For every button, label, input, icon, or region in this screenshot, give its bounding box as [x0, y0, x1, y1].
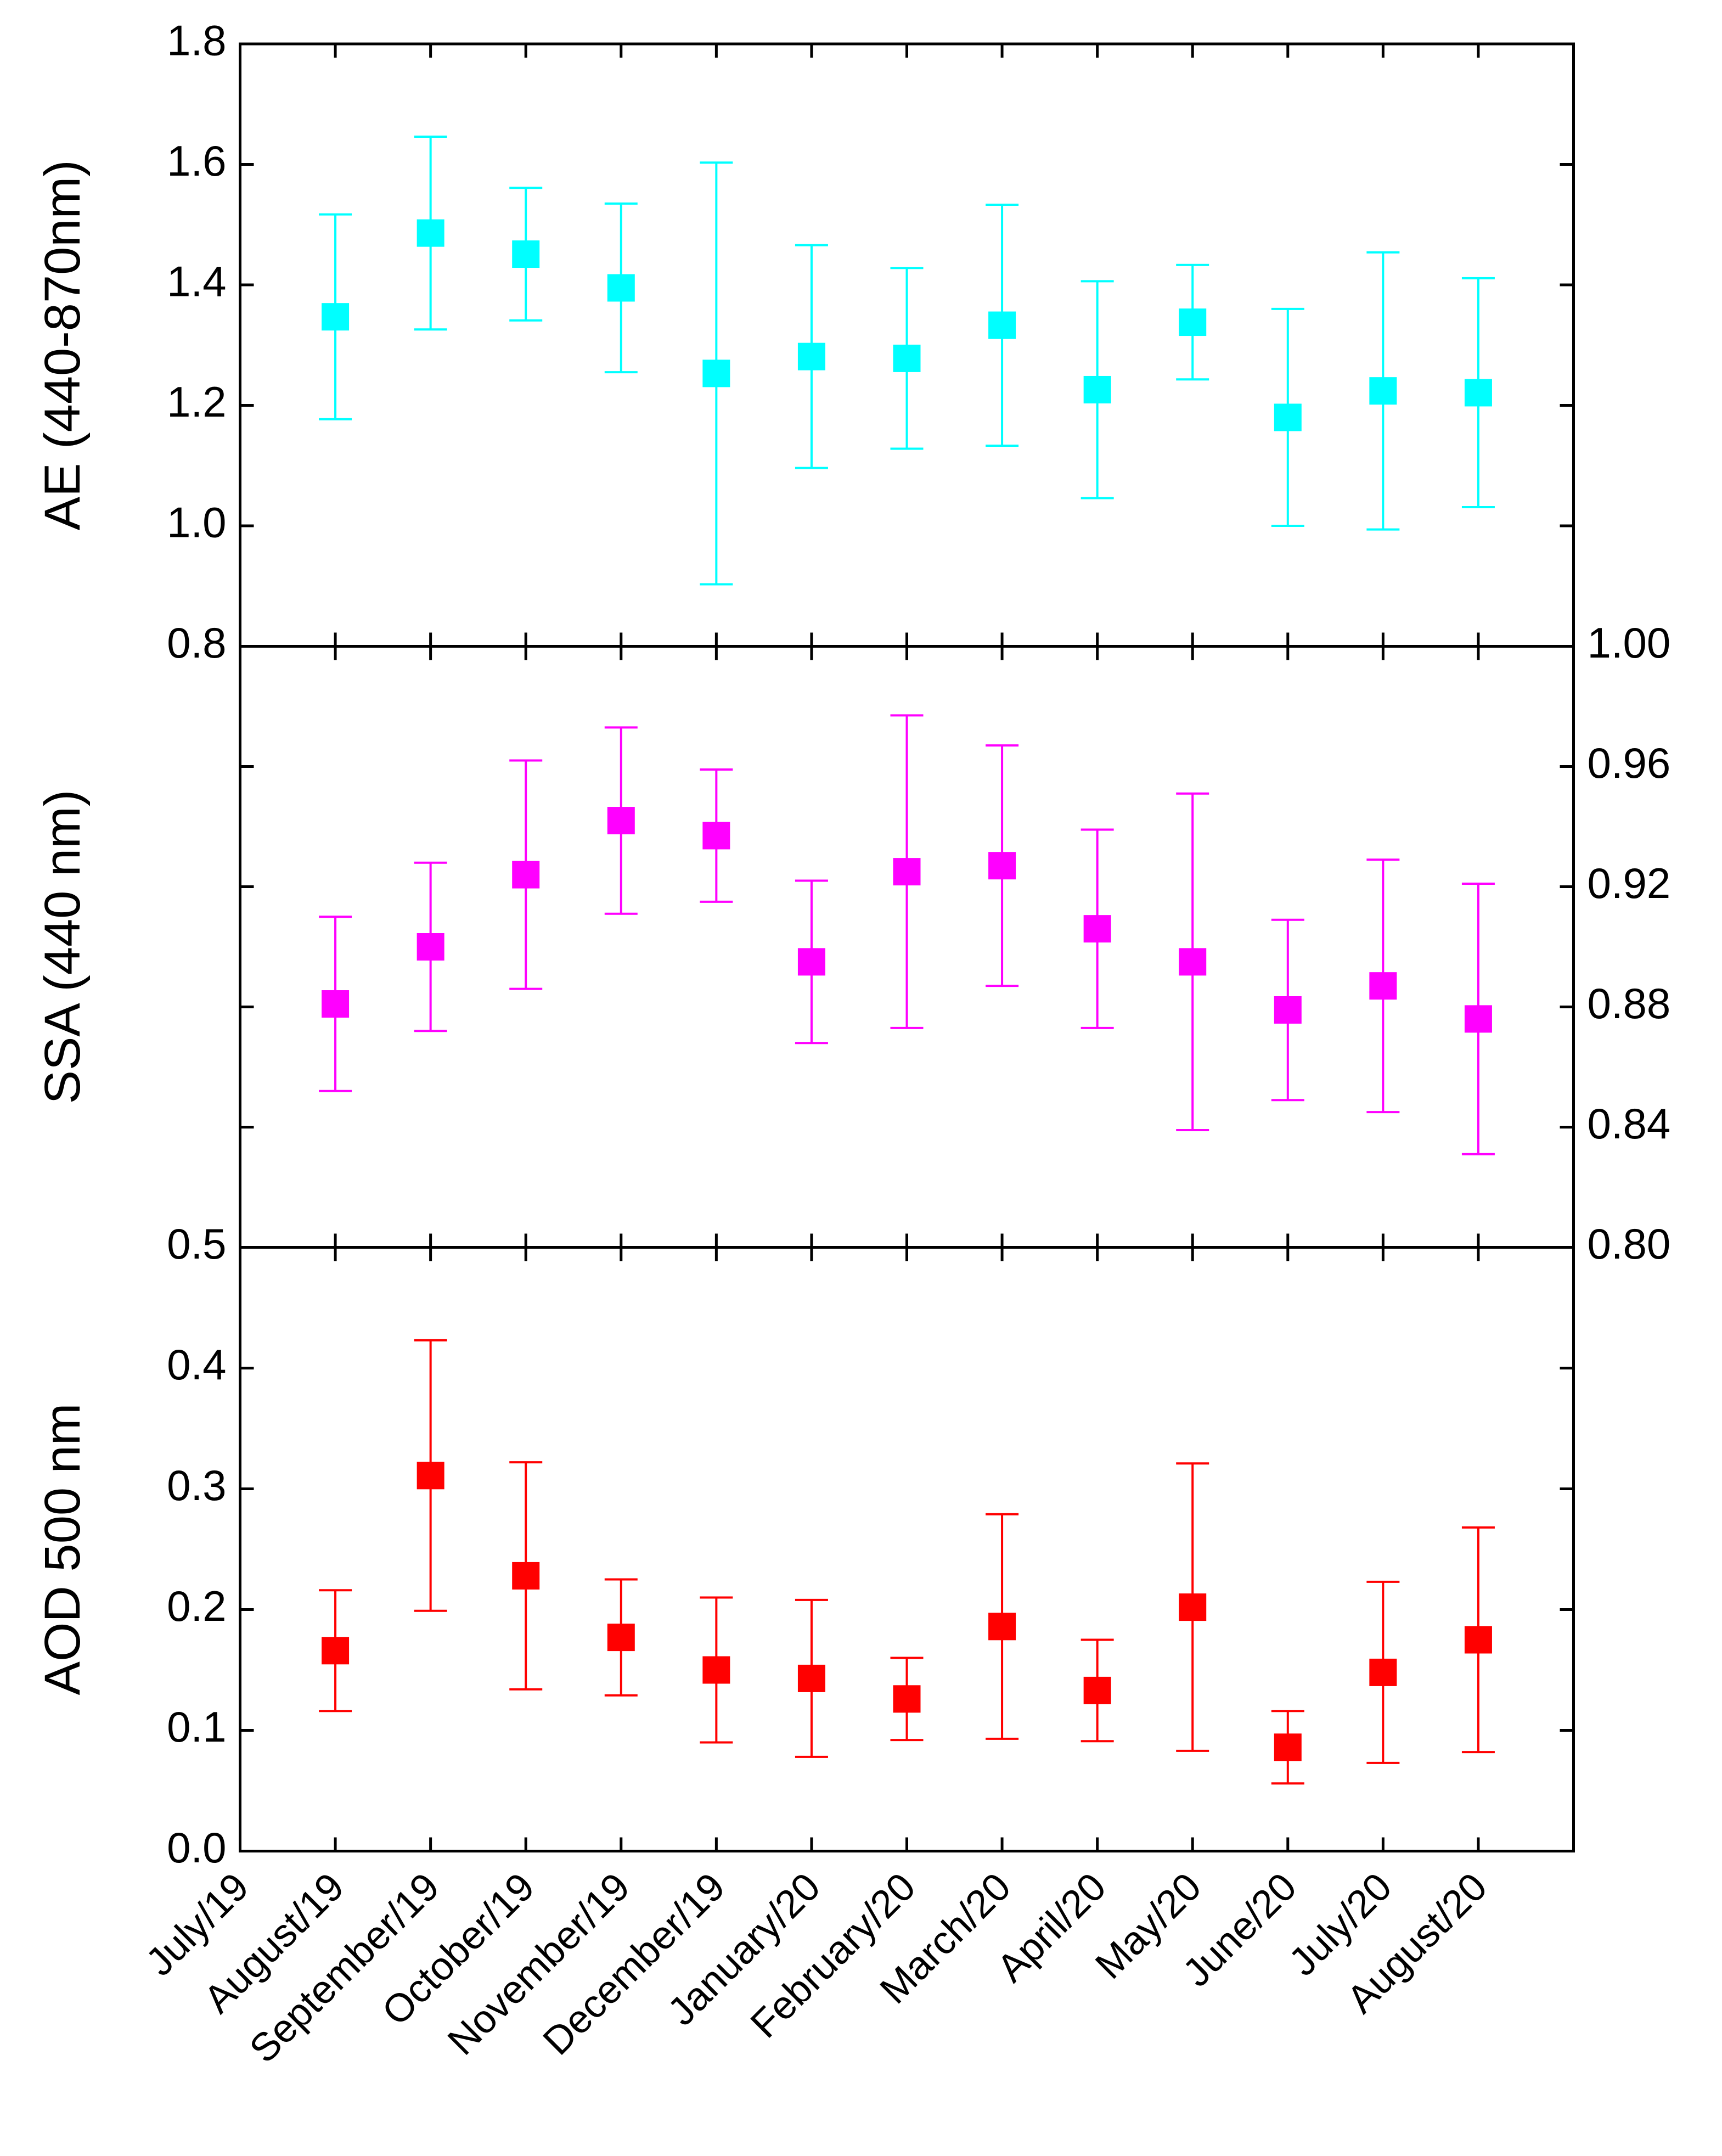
y-tick-label: 0.1: [167, 1703, 226, 1751]
marker: [1464, 379, 1492, 407]
marker: [512, 861, 540, 889]
marker: [417, 933, 444, 961]
y-axis-title: SSA (440 nm): [35, 790, 91, 1104]
y-tick-label: 0.8: [167, 619, 226, 667]
marker: [1274, 403, 1302, 431]
marker: [512, 1562, 540, 1590]
y-tick-label: 0.3: [167, 1461, 226, 1509]
marker: [322, 990, 350, 1018]
marker: [322, 303, 350, 331]
marker: [1083, 1676, 1111, 1704]
marker: [1464, 1005, 1492, 1033]
y-tick-label: 0.2: [167, 1582, 226, 1630]
marker: [607, 1624, 635, 1652]
y-tick-label: 0.88: [1588, 979, 1671, 1028]
y-axis-title: AOD 500 nm: [35, 1403, 91, 1695]
x-tick-label: April/20: [989, 1865, 1115, 1990]
y-tick-label: 0.92: [1588, 859, 1671, 907]
marker: [797, 1664, 825, 1692]
y-tick-label: 0.4: [167, 1340, 226, 1389]
marker: [702, 822, 730, 850]
marker: [322, 1637, 350, 1665]
marker: [893, 858, 921, 886]
marker: [1274, 1733, 1302, 1761]
y-tick-label: 1.8: [167, 16, 226, 65]
marker: [702, 360, 730, 388]
marker: [1369, 377, 1397, 405]
marker: [1083, 915, 1111, 943]
y-tick-label: 1.4: [167, 257, 226, 306]
marker: [988, 852, 1016, 880]
marker: [1464, 1626, 1492, 1654]
marker: [988, 1613, 1016, 1641]
y-tick-label: 0.96: [1588, 739, 1671, 787]
marker: [1083, 375, 1111, 403]
marker: [1274, 996, 1302, 1024]
plot-frame: [239, 1246, 1575, 1852]
y-tick-label: 0.80: [1588, 1220, 1671, 1268]
marker: [1179, 308, 1207, 336]
marker: [893, 1685, 921, 1713]
y-tick-label: 0.84: [1588, 1099, 1671, 1148]
marker: [607, 807, 635, 835]
marker: [797, 948, 825, 976]
marker: [797, 343, 825, 370]
marker: [988, 311, 1016, 339]
marker: [1179, 948, 1207, 976]
y-tick-label: 1.0: [167, 498, 226, 547]
y-tick-label: 1.6: [167, 137, 226, 185]
marker: [417, 219, 444, 247]
marker: [417, 1462, 444, 1490]
marker: [702, 1656, 730, 1684]
y-tick-label: 1.2: [167, 378, 226, 426]
marker: [1369, 1658, 1397, 1686]
marker: [607, 274, 635, 302]
y-tick-label: 0.5: [167, 1220, 226, 1268]
y-tick-label: 1.00: [1588, 619, 1671, 667]
marker: [1179, 1593, 1207, 1621]
y-tick-label: 0.0: [167, 1823, 226, 1872]
y-axis-title: AE (440-870nm): [35, 160, 91, 530]
marker: [1369, 972, 1397, 1000]
marker: [893, 344, 921, 372]
marker: [512, 240, 540, 268]
